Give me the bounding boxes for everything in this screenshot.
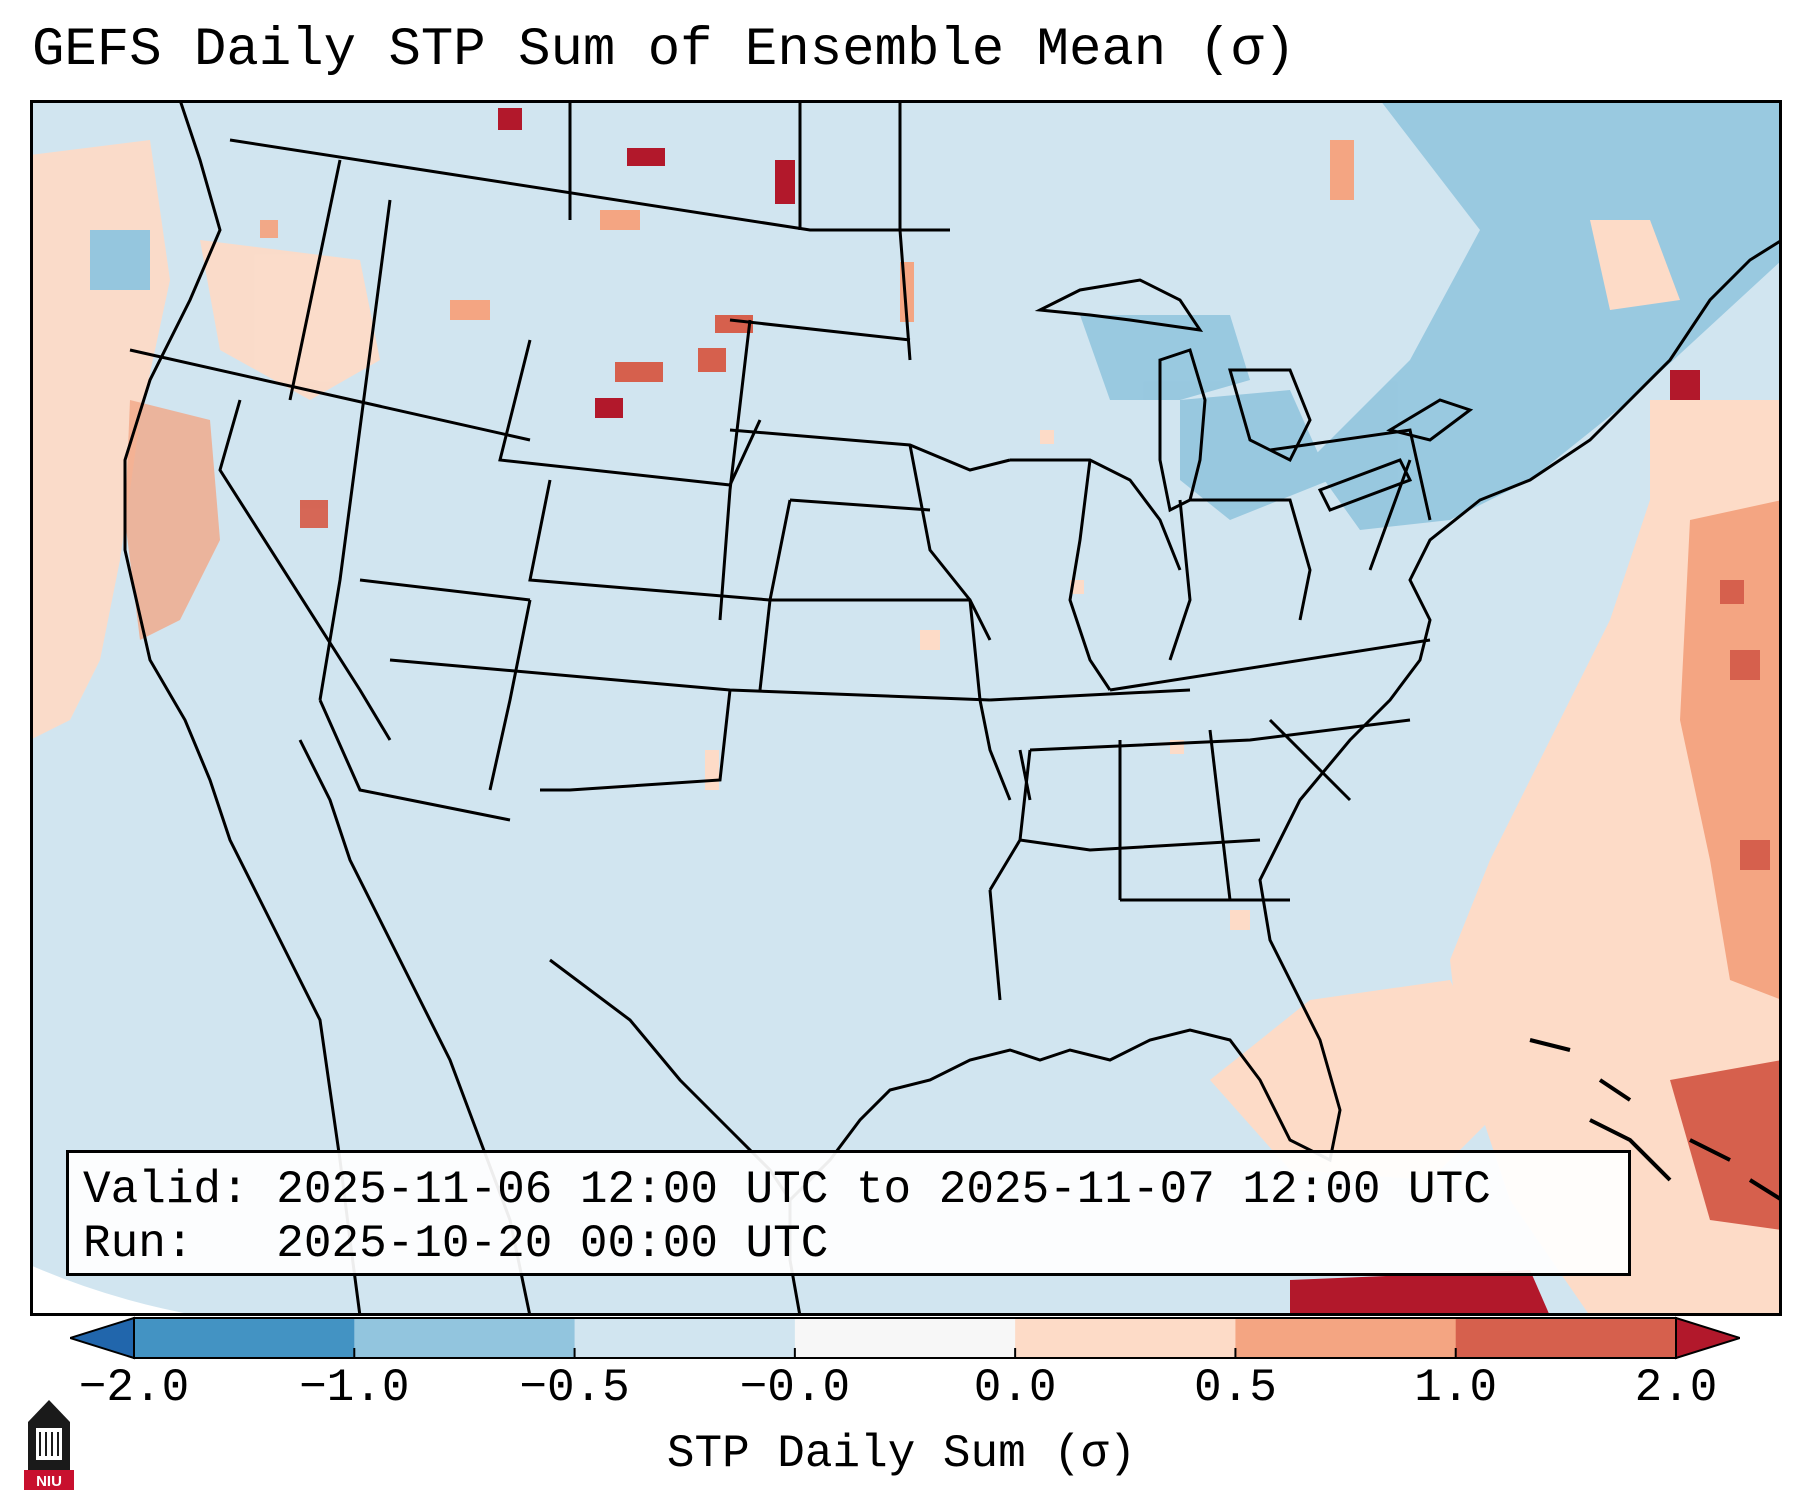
stp-map — [30, 100, 1782, 1316]
coastline — [123, 100, 1782, 1316]
colorbar-extend-high — [1675, 1316, 1740, 1360]
colorbar-tick-label: −0.5 — [519, 1362, 630, 1414]
colorbar-segment — [794, 1318, 1016, 1358]
field-northern-plains — [450, 108, 914, 418]
map-frame — [30, 100, 1782, 1316]
colorbar-segment — [1235, 1318, 1457, 1358]
colorbar-frame — [133, 1317, 1677, 1359]
caribbean-islands — [1529, 1038, 1782, 1202]
great-lakes — [1034, 278, 1474, 513]
map-title: GEFS Daily STP Sum of Ensemble Mean (σ) — [32, 20, 1296, 81]
colorbar-tick-label: 0.0 — [973, 1362, 1057, 1414]
field-northeast-negative — [1080, 100, 1782, 530]
valid-value: 2025-11-06 12:00 UTC to 2025-11-07 12:00… — [276, 1164, 1491, 1216]
valid-label: Valid: — [83, 1164, 249, 1216]
colorbar-tick-label: −0.0 — [739, 1362, 851, 1414]
run-value: 2025-10-20 00:00 UTC — [276, 1218, 829, 1270]
colorbar-tick-label: 1.0 — [1414, 1362, 1498, 1414]
colorbar-segment — [574, 1318, 796, 1358]
colorbar-segment — [1015, 1318, 1236, 1358]
colorbar-label: STP Daily Sum (σ) — [666, 1428, 1137, 1480]
colorbar-segment — [1455, 1318, 1677, 1358]
valid-run-infobox: Valid: 2025-11-06 12:00 UTC to 2025-11-0… — [66, 1150, 1631, 1276]
colorbar-tick-label: 0.5 — [1194, 1362, 1277, 1414]
colorbar-segment — [354, 1318, 576, 1358]
colorbar-extend-low — [70, 1316, 135, 1360]
logo-text: NIU — [36, 1473, 62, 1490]
niu-logo-icon: NIU — [24, 1400, 74, 1490]
state-borders — [129, 100, 1432, 1001]
colorbar — [70, 1316, 1740, 1360]
colorbar-tick-label: −2.0 — [78, 1362, 190, 1414]
field-west-coast — [30, 140, 380, 740]
colorbar-tick-label: −1.0 — [299, 1362, 410, 1414]
colorbar-tick-label: 2.0 — [1634, 1362, 1718, 1414]
run-label: Run: — [83, 1218, 194, 1270]
colorbar-segment — [134, 1318, 355, 1358]
projection-edge — [30, 1265, 200, 1316]
